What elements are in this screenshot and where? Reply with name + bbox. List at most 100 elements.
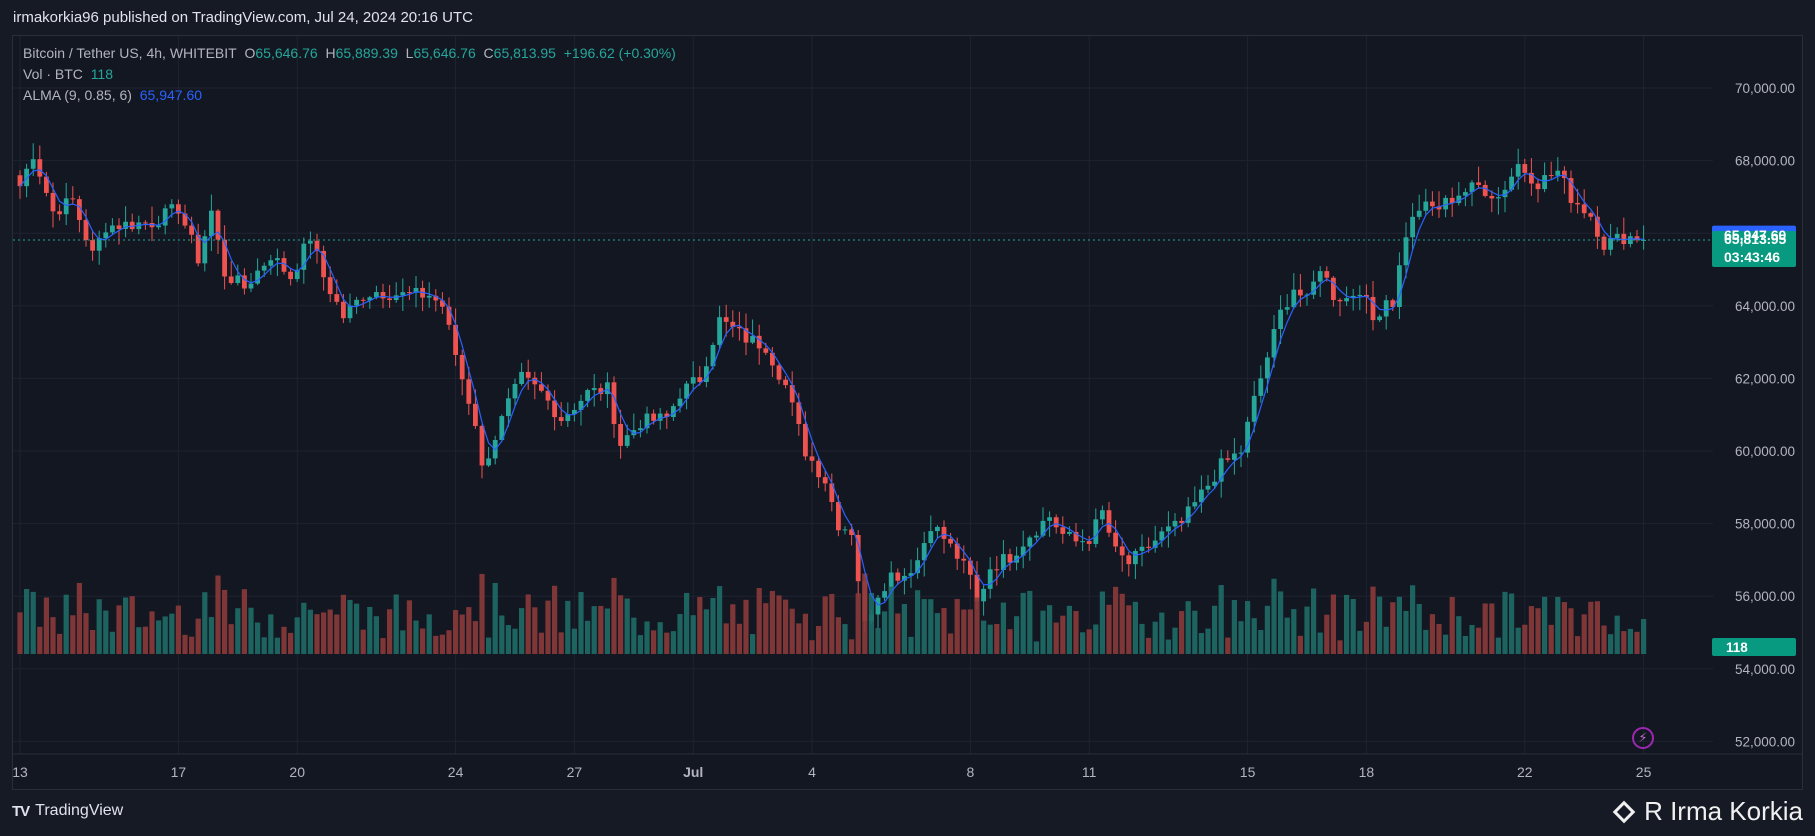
candle-body bbox=[1350, 295, 1356, 299]
candle-body bbox=[347, 305, 353, 319]
candle-body bbox=[1357, 294, 1363, 296]
candle-body bbox=[30, 159, 36, 169]
candle-body bbox=[1548, 175, 1554, 177]
candle-body bbox=[1476, 182, 1481, 185]
volume-bar bbox=[505, 625, 511, 654]
candle-body bbox=[710, 344, 716, 367]
candle-body bbox=[1588, 213, 1594, 217]
volume-bar bbox=[578, 592, 584, 654]
candle-body bbox=[605, 382, 610, 395]
candle-body bbox=[466, 379, 472, 404]
volume-bar bbox=[1324, 614, 1330, 654]
candle-body bbox=[803, 423, 808, 457]
volume-bar bbox=[525, 594, 531, 654]
volume-bar bbox=[1146, 637, 1152, 654]
volume-bar bbox=[248, 607, 254, 654]
candle-body bbox=[57, 211, 62, 215]
volume-bar bbox=[1489, 603, 1495, 654]
volume-label: Vol · BTC bbox=[23, 66, 83, 82]
volume-bar bbox=[142, 626, 148, 654]
y-tick-label: 70,000.00 bbox=[1735, 81, 1795, 96]
candle-body bbox=[908, 573, 914, 576]
volume-bar bbox=[1370, 586, 1376, 654]
volume-bar bbox=[57, 633, 63, 654]
chart-pane[interactable]: 70,000.0068,000.0066,000.0064,000.0062,0… bbox=[12, 35, 1803, 790]
lightning-icon[interactable]: ⚡ bbox=[1632, 727, 1654, 749]
volume-bar bbox=[1132, 601, 1138, 654]
candle-body bbox=[690, 377, 696, 384]
volume-bar bbox=[763, 603, 769, 654]
volume-bar bbox=[255, 622, 261, 654]
candle-body bbox=[1199, 489, 1204, 503]
volume-badge-text: 118 bbox=[1726, 640, 1748, 655]
alma-value: 65,947.60 bbox=[139, 87, 203, 103]
legend-symbol: Bitcoin / Tether US, 4h, WHITEBIT bbox=[23, 45, 237, 61]
volume-bar bbox=[136, 627, 142, 654]
volume-bar bbox=[710, 597, 716, 654]
candle-body bbox=[24, 168, 29, 187]
candle-body bbox=[1067, 531, 1072, 534]
volume-bar bbox=[624, 598, 630, 654]
volume-bar bbox=[1436, 624, 1442, 654]
volume-bar bbox=[618, 595, 624, 654]
volume-bar bbox=[974, 597, 980, 654]
volume-bar bbox=[1152, 621, 1158, 654]
volume-bar bbox=[736, 623, 742, 654]
volume-bar bbox=[446, 630, 452, 654]
candle-body bbox=[1100, 510, 1105, 520]
volume-bar bbox=[1053, 622, 1059, 654]
candle-body bbox=[1284, 307, 1290, 310]
candle-body bbox=[836, 501, 841, 531]
volume-group bbox=[17, 573, 1647, 654]
candle-body bbox=[268, 260, 274, 266]
candle-body bbox=[1317, 271, 1323, 282]
volume-bar bbox=[1548, 624, 1554, 654]
volume-bar bbox=[439, 634, 445, 654]
candle-body bbox=[1146, 546, 1151, 548]
x-tick-label: 17 bbox=[171, 764, 187, 780]
candle-body bbox=[723, 317, 729, 322]
diamond-logo-icon bbox=[1612, 800, 1636, 823]
price-chart[interactable]: 70,000.0068,000.0066,000.0064,000.0062,0… bbox=[13, 36, 1802, 789]
candle-body bbox=[644, 413, 650, 429]
candle-body bbox=[275, 258, 280, 261]
candle-body bbox=[215, 210, 221, 240]
candle-body bbox=[671, 406, 676, 417]
volume-bar bbox=[1185, 601, 1191, 654]
candle-body bbox=[1515, 164, 1521, 177]
volume-bar bbox=[17, 612, 23, 654]
volume-bar bbox=[334, 614, 340, 654]
candle-body bbox=[1581, 204, 1587, 214]
legend-high-label: H bbox=[325, 45, 336, 61]
volume-bar bbox=[934, 613, 940, 654]
candle-body bbox=[1502, 189, 1508, 198]
candle-body bbox=[539, 384, 544, 391]
candle-body bbox=[1529, 172, 1534, 184]
candle-body bbox=[1542, 175, 1547, 190]
candle-body bbox=[1575, 202, 1580, 205]
volume-bar bbox=[750, 634, 756, 654]
volume-bar bbox=[1099, 591, 1105, 654]
y-tick-label: 60,000.00 bbox=[1735, 444, 1795, 459]
volume-bar bbox=[1165, 639, 1171, 654]
candle-body bbox=[1271, 329, 1277, 358]
volume-bar bbox=[743, 599, 749, 654]
candle-body bbox=[1416, 210, 1422, 217]
volume-bar bbox=[1033, 641, 1039, 654]
alma-label: ALMA (9, 0.85, 6) bbox=[23, 87, 132, 103]
volume-bar bbox=[835, 617, 841, 654]
volume-bar bbox=[1357, 630, 1363, 654]
tradingview-brand: TradingView bbox=[35, 802, 124, 819]
volume-legend: Vol · BTC 118 bbox=[23, 66, 113, 82]
candle-body bbox=[1311, 281, 1316, 295]
candle-body bbox=[440, 300, 445, 307]
candle-body bbox=[44, 176, 49, 193]
volume-bar bbox=[24, 589, 30, 654]
tradingview-logo[interactable]: TV TradingView bbox=[12, 802, 123, 820]
volume-bar bbox=[888, 586, 894, 654]
volume-bar bbox=[538, 632, 544, 654]
volume-bar bbox=[1311, 588, 1317, 654]
volume-bar bbox=[347, 599, 353, 654]
candle-body bbox=[1047, 517, 1052, 521]
volume-bar bbox=[1212, 605, 1218, 654]
